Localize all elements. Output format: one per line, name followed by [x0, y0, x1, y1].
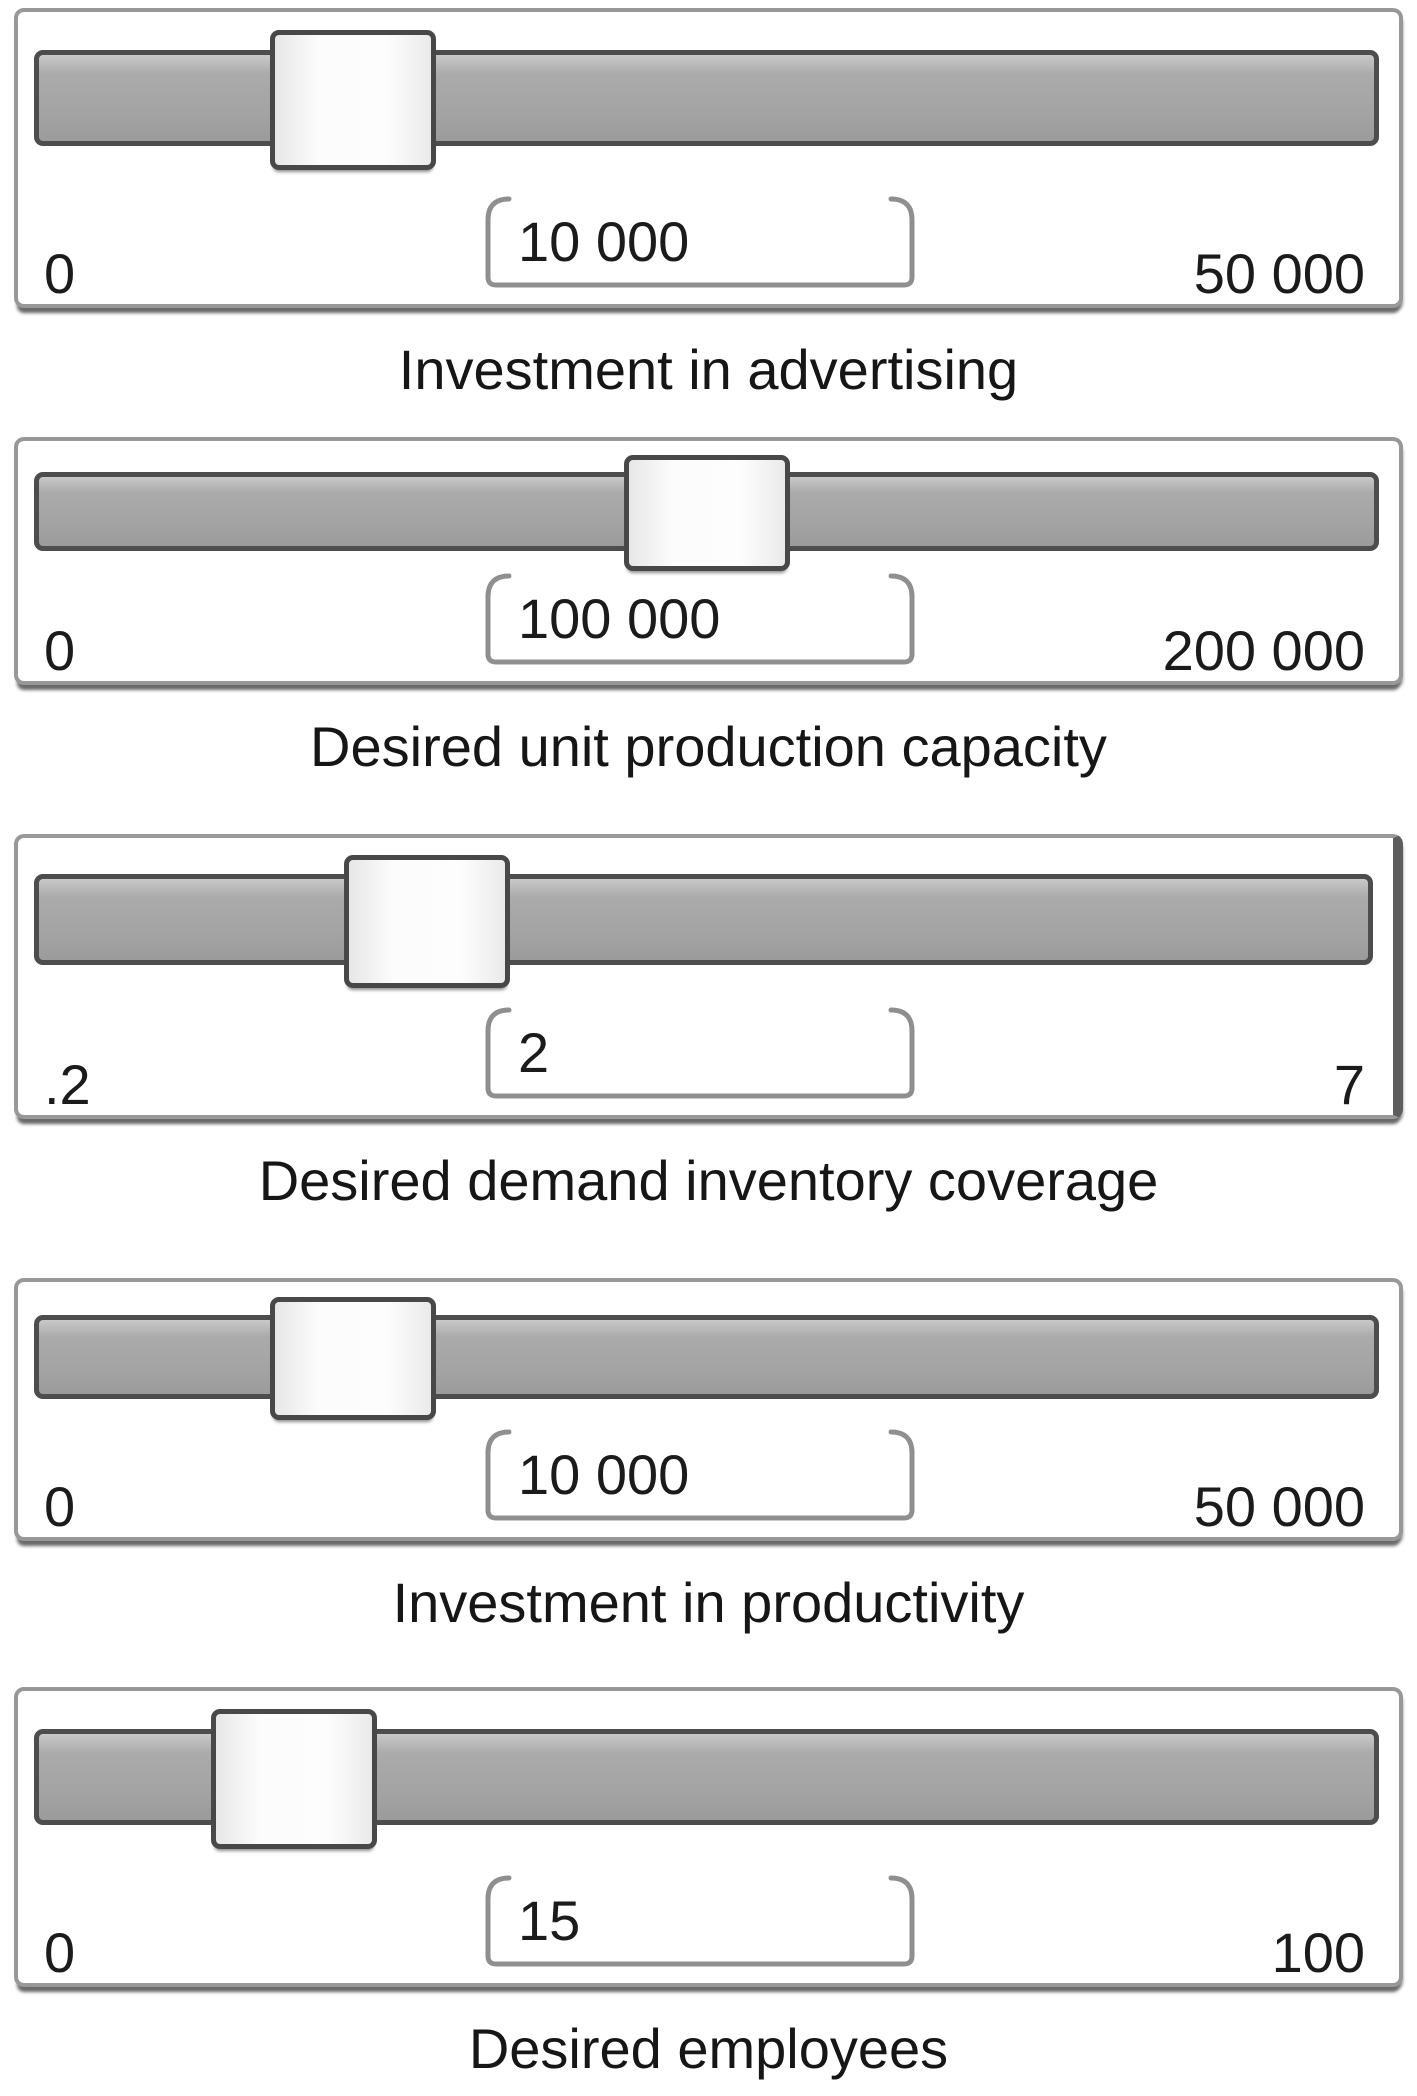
slider-handle[interactable] — [269, 1297, 436, 1420]
slider-caption: Desired employees — [468, 2017, 949, 2080]
slider-panel: 10 000 0 50 000 — [14, 8, 1403, 308]
slider-max-label: 200 000 — [1162, 619, 1365, 682]
slider-min-label: 0 — [44, 242, 76, 305]
slider-panel: 100 000 0 200 000 — [14, 437, 1403, 685]
slider-value: 10 000 — [518, 210, 690, 273]
slider-max-label: 7 — [1333, 1053, 1365, 1116]
slider-panel: 15 0 100 — [14, 1687, 1403, 1987]
slider-track[interactable] — [34, 874, 1373, 966]
slider-min-label: 0 — [44, 1475, 76, 1538]
slider-value: 100 000 — [518, 587, 721, 650]
slider-max-label: 50 000 — [1193, 1475, 1365, 1538]
slider-group-unit-production-capacity: 100 000 0 200 000 Desired unit productio… — [0, 437, 1417, 779]
slider-max-label: 100 — [1271, 1921, 1365, 1984]
slider-max-label: 50 000 — [1193, 242, 1365, 305]
slider-min-label: 0 — [44, 1921, 76, 1984]
slider-group-demand-inventory-coverage: 2 .2 7 Desired demand inventory coverage — [0, 834, 1417, 1213]
slider-handle[interactable] — [623, 455, 790, 571]
slider-group-investment-advertising: 10 000 0 50 000 Investment in advertisin… — [0, 8, 1417, 402]
slider-group-investment-productivity: 10 000 0 50 000 Investment in productivi… — [0, 1278, 1417, 1635]
slider-value: 2 — [518, 1021, 550, 1084]
slider-group-desired-employees: 15 0 100 Desired employees — [0, 1687, 1417, 2081]
slider-caption: Investment in advertising — [398, 338, 1019, 401]
slider-caption: Desired demand inventory coverage — [258, 1149, 1159, 1212]
slider-panel: 2 .2 7 — [14, 834, 1403, 1119]
slider-value: 15 — [518, 1889, 581, 1952]
slider-handle[interactable] — [344, 854, 511, 988]
slider-caption: Desired unit production capacity — [310, 715, 1107, 778]
slider-handle[interactable] — [210, 1708, 377, 1849]
slider-value: 10 000 — [518, 1443, 690, 1506]
slider-min-label: 0 — [44, 619, 76, 682]
slider-handle[interactable] — [269, 29, 436, 170]
slider-min-label: .2 — [44, 1053, 91, 1116]
slider-track[interactable] — [34, 1315, 1379, 1400]
slider-track[interactable] — [34, 49, 1379, 147]
slider-panel: 10 000 0 50 000 — [14, 1278, 1403, 1541]
slider-caption: Investment in productivity — [392, 1571, 1025, 1634]
